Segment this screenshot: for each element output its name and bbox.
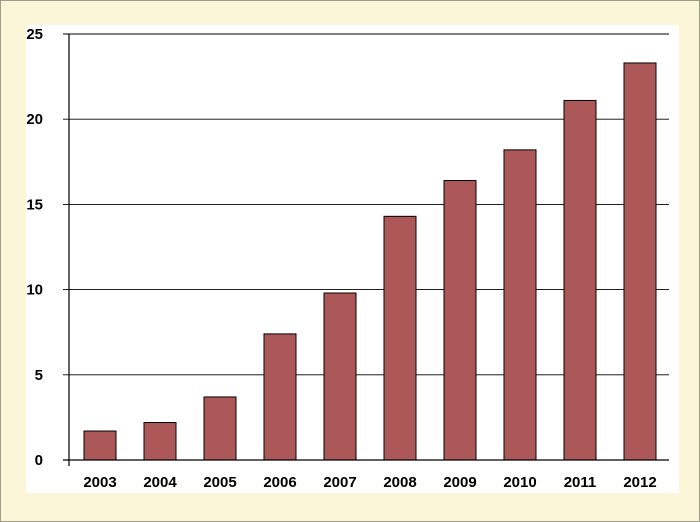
- bar-2003: [83, 430, 117, 461]
- bar-2009: [443, 180, 477, 461]
- y-tick-label: 10: [26, 282, 43, 299]
- x-tick-labels: 2003 2004 2005 2006 2007 2008 2009 2010 2011 2012: [83, 474, 656, 491]
- y-tick-label: 5: [35, 367, 43, 384]
- y-tick-label: 0: [35, 452, 43, 469]
- bar-2006: [263, 333, 297, 461]
- bars: [83, 62, 657, 461]
- bar-2004: [143, 422, 177, 461]
- x-tick-label: 2011: [564, 474, 597, 491]
- x-tick-label: 2007: [323, 474, 356, 491]
- x-tick-label: 2010: [503, 474, 536, 491]
- x-tick-label: 2012: [623, 474, 656, 491]
- bar-2005: [203, 396, 237, 461]
- y-tick-labels: 0 5 10 15 20 25: [26, 26, 43, 469]
- x-tick-label: 2008: [383, 474, 416, 491]
- bar-2007: [323, 292, 357, 461]
- bar-2008: [383, 215, 417, 461]
- axes: [63, 34, 669, 466]
- x-tick-label: 2009: [443, 474, 476, 491]
- x-tick-label: 2005: [203, 474, 236, 491]
- bar-2010: [503, 149, 537, 461]
- y-tick-label: 20: [26, 111, 43, 128]
- bar-2011: [563, 99, 597, 461]
- bar-2012: [623, 62, 657, 461]
- x-tick-label: 2003: [83, 474, 116, 491]
- x-tick-label: 2004: [143, 474, 177, 491]
- y-tick-label: 15: [26, 196, 43, 213]
- x-tick-label: 2006: [263, 474, 296, 491]
- y-tick-label: 25: [26, 26, 43, 43]
